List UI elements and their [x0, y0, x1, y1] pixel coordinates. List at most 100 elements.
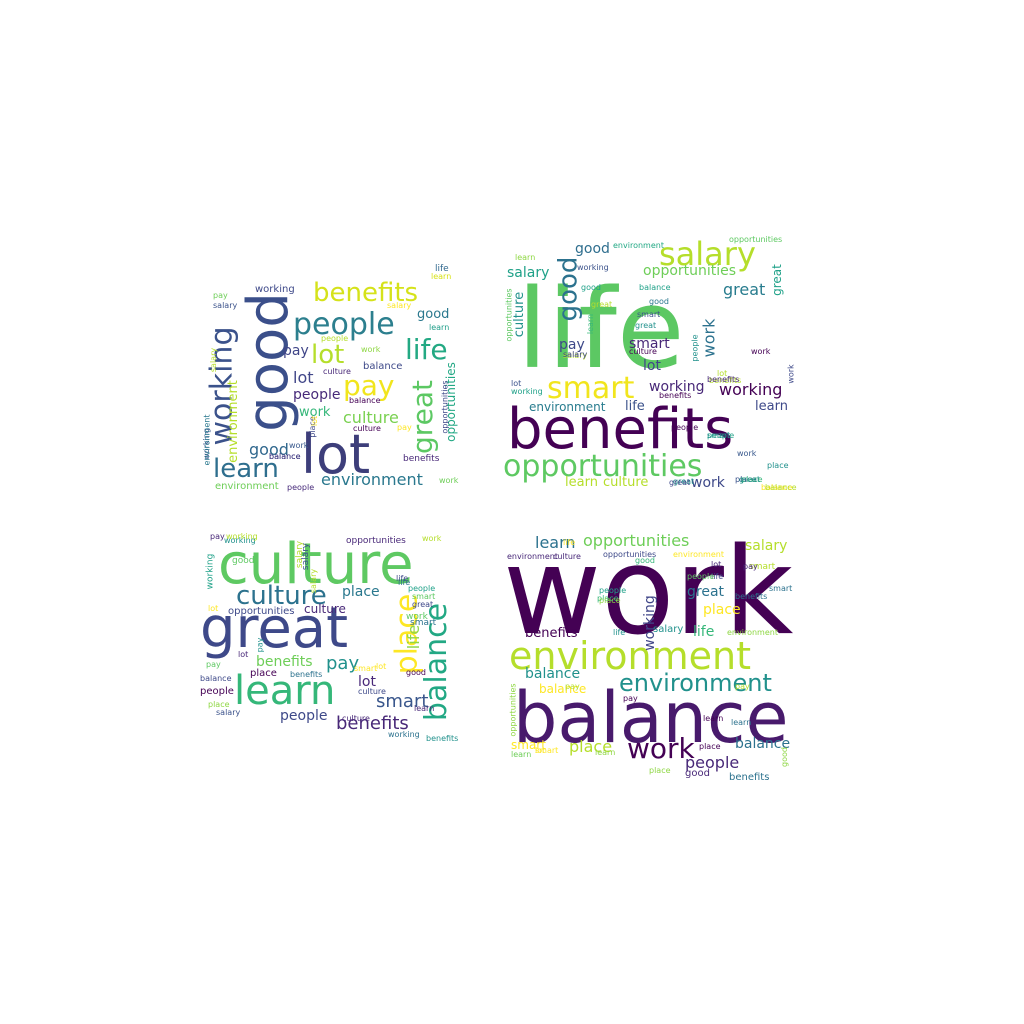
cloud-word: good — [635, 556, 655, 565]
word-cloud-bottom-right: work balance environment environment opportu… — [503, 533, 803, 785]
cloud-word: environment — [225, 380, 241, 463]
cloud-word: great — [591, 300, 613, 309]
cloud-word: smart — [749, 562, 776, 572]
cloud-word: working — [649, 379, 705, 395]
cloud-word: pay — [213, 291, 228, 300]
cloud-word: smart — [547, 371, 635, 406]
cloud-word: opportunities — [603, 550, 657, 559]
cloud-word: lot — [717, 369, 728, 378]
cloud-word: opportunities — [643, 263, 737, 279]
cloud-word: good — [232, 556, 255, 566]
cloud-word: great — [673, 477, 695, 486]
cloud-word: place — [208, 700, 230, 709]
cloud-word: benefits — [403, 454, 440, 464]
cloud-word: salary — [659, 235, 756, 273]
cloud-word: lot — [238, 650, 249, 659]
cloud-word: pay — [210, 533, 225, 541]
cloud-word: pay — [565, 682, 580, 691]
cloud-word: working — [224, 536, 256, 545]
cloud-word: smart — [637, 310, 661, 319]
cloud-word: place — [599, 596, 621, 605]
cloud-word: balance — [363, 361, 403, 372]
cloud-word: pay — [397, 423, 412, 432]
cloud-word: culture — [629, 347, 657, 356]
cloud-word: learn — [586, 313, 596, 335]
cloud-word: environment — [673, 550, 724, 559]
cloud-word: learn — [431, 272, 452, 281]
cloud-word: pay — [623, 694, 638, 703]
cloud-word: working — [255, 284, 295, 295]
cloud-word: place — [597, 594, 619, 603]
cloud-word: lot — [643, 358, 661, 374]
cloud-word: learn — [234, 668, 336, 714]
cloud-word: people — [408, 584, 436, 593]
cloud-word: place — [699, 742, 721, 751]
cloud-word: place — [250, 668, 277, 679]
cloud-word: learn — [755, 399, 788, 414]
cloud-word: balance — [525, 666, 581, 682]
cloud-word: salary — [563, 351, 588, 360]
cloud-word: good — [575, 241, 610, 257]
cloud-word: salary — [745, 538, 788, 554]
cloud-word: salary — [216, 708, 241, 717]
cloud-word: learn — [213, 454, 279, 484]
cloud-word: pay — [735, 682, 750, 691]
cloud-word: lot — [511, 379, 522, 388]
cloud-word: learn — [515, 253, 536, 262]
cloud-word: environment — [507, 552, 558, 561]
cloud-word: place — [649, 766, 671, 775]
cloud-word: benefits — [426, 734, 459, 743]
cloud-word: work — [737, 449, 757, 458]
cloud-word: lot — [535, 746, 546, 755]
cloud-word: good — [685, 768, 710, 779]
cloud-word: balance — [513, 677, 789, 759]
cloud-word: balance — [349, 396, 381, 405]
cloud-word: learn — [414, 704, 435, 713]
cloud-word: people — [707, 431, 735, 440]
cloud-word: work — [299, 405, 331, 420]
cloud-word: smart — [410, 618, 437, 628]
cloud-word: work — [503, 533, 794, 662]
cloud-word: life — [693, 624, 715, 640]
cloud-word: pay — [206, 660, 221, 669]
cloud-word: environment — [529, 400, 606, 414]
cloud-word: work — [627, 732, 695, 765]
cloud-word: balance — [269, 452, 301, 461]
cloud-word: smart — [707, 431, 731, 440]
cloud-word: people — [293, 387, 341, 403]
cloud-word: culture — [512, 291, 528, 338]
cloud-word: benefits — [525, 626, 578, 641]
cloud-word: life — [563, 538, 576, 547]
cloud-word: work — [422, 534, 442, 543]
cloud-word: smart — [511, 738, 546, 752]
cloud-word: lot — [376, 662, 387, 671]
cloud-word: pay — [283, 343, 309, 359]
cloud-word: environment — [509, 634, 752, 678]
cloud-word: lot — [293, 368, 314, 387]
cloud-word: benefits — [729, 772, 770, 783]
cloud-word: life — [711, 572, 724, 581]
cloud-word: people — [671, 423, 699, 432]
cloud-word: work — [361, 345, 381, 354]
cloud-word: culture — [553, 552, 581, 561]
cloud-word: benefits — [290, 670, 323, 679]
cloud-word: learn — [731, 718, 752, 727]
cloud-word: pay — [326, 653, 360, 674]
cloud-word: life — [404, 624, 424, 650]
cloud-word: great — [669, 478, 691, 487]
cloud-word: benefits — [707, 375, 740, 384]
cloud-word: culture — [342, 714, 370, 723]
cloud-word: people — [685, 753, 740, 772]
cloud-word: learn — [565, 475, 598, 490]
cloud-word: opportunities — [440, 379, 450, 434]
cloud-word: great — [635, 321, 657, 330]
cloud-word: benefits — [709, 376, 742, 385]
cloud-word: benefits — [256, 654, 313, 670]
cloud-word: opportunities — [508, 682, 518, 737]
cloud-word: environment — [613, 241, 664, 250]
cloud-word: culture — [323, 367, 351, 376]
cloud-word: balance — [765, 483, 797, 492]
cloud-word: smart — [376, 691, 429, 712]
cloud-word: learn — [595, 748, 616, 757]
cloud-word: working — [641, 595, 658, 651]
